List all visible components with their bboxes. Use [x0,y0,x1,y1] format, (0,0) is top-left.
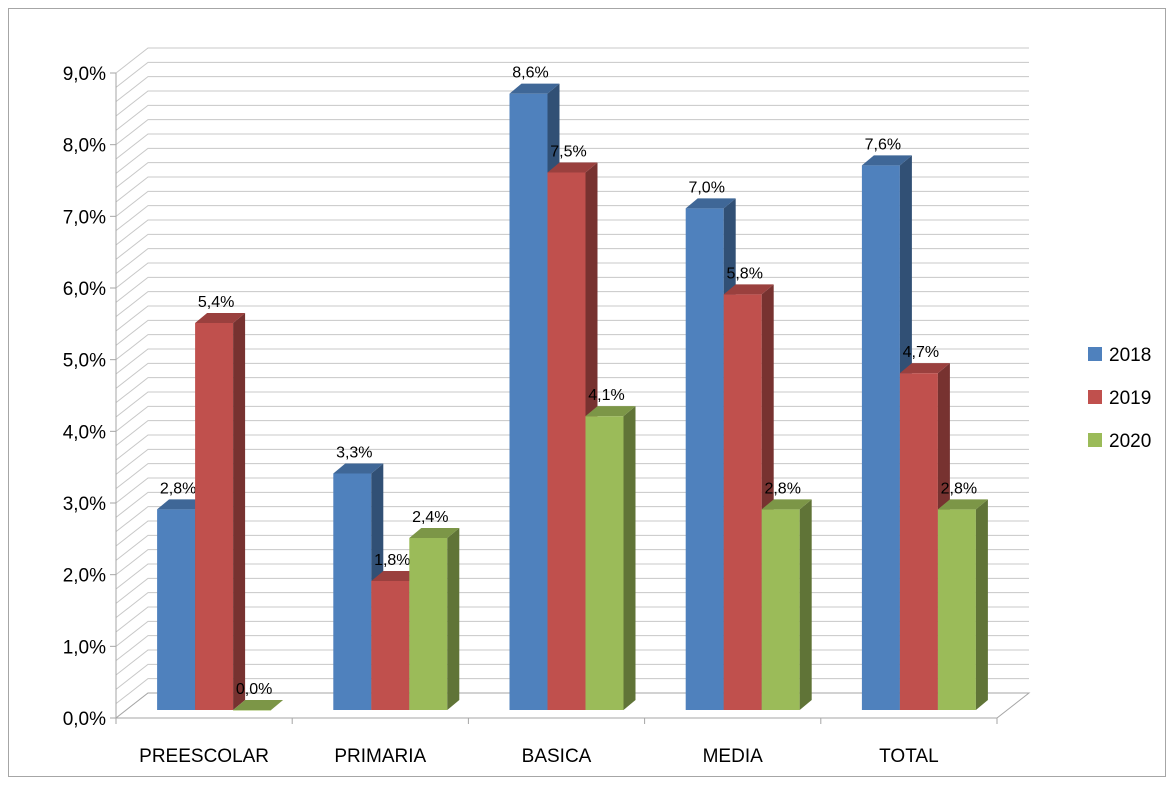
legend-label-2020: 2020 [1109,431,1151,452]
y-tick-label: 9,0% [63,64,106,85]
legend-swatch-2018 [1088,347,1102,361]
bar-side [233,313,246,710]
bar-2020-primaria [409,538,448,710]
bar-2020-total [937,509,976,710]
data-label: 5,8% [726,265,762,282]
bar-2020-preescolar [233,710,272,711]
legend-label-2019: 2019 [1109,388,1151,409]
data-label: 2,8% [764,480,800,497]
x-tick-label: PRIMARIA [334,746,426,767]
y-tick-label: 4,0% [63,422,106,443]
y-tick-label: 8,0% [63,136,106,157]
gridline [115,104,1029,131]
y-tick-label: 0,0% [63,709,106,730]
gridline [115,190,1029,217]
bar-top [685,198,736,209]
gridline [115,90,1029,117]
gridline [115,133,1029,160]
bar-2018-media [685,208,724,711]
bar-2018-primaria [333,473,372,710]
bar-side [623,406,636,710]
gridline [115,176,1029,203]
bar-top [547,162,598,173]
data-label: 2,8% [941,480,977,497]
y-tick-label: 1,0% [63,637,106,658]
gridline [115,47,1029,74]
legend-swatch-2020 [1088,433,1102,447]
data-label: 4,1% [588,387,624,404]
gridline [115,147,1029,174]
gridline [115,61,1029,88]
bar-top [409,528,460,538]
data-label: 7,5% [550,144,586,161]
y-tick-label: 3,0% [63,494,106,515]
bar-top [333,463,384,474]
y-tick-label: 7,0% [63,207,106,228]
x-tick-label: MEDIA [703,746,764,767]
bar-2019-preescolar [195,323,234,710]
bar-2018-preescolar [157,509,196,710]
gridline [115,162,1029,189]
data-label: 8,6% [512,65,548,82]
bar-2018-basica [509,93,548,710]
bar-top [723,284,774,295]
bar-side [799,499,812,710]
data-label: 2,8% [160,480,196,497]
data-label: 0,0% [236,681,272,698]
x-tick-label: BASICA [522,746,592,767]
bar-top [509,83,560,94]
y-tick-label: 5,0% [63,351,106,372]
x-tick-label: TOTAL [879,746,938,767]
x-tick-label: PREESCOLAR [139,746,269,767]
y-tick-label: 6,0% [63,279,106,300]
bar-2018-total [861,165,900,711]
bar-side [975,499,988,710]
bar-top [899,363,950,374]
bar-2019-basica [547,172,586,710]
bar-top [157,499,208,510]
bar-top [371,571,422,581]
data-label: 1,8% [374,552,410,569]
data-label: 4,7% [903,344,939,361]
bar-2019-primaria [371,581,410,710]
bar-top [761,499,812,510]
bar-top [233,700,284,710]
data-label: 7,0% [688,179,724,196]
bar-top [585,406,636,417]
bar-top [937,499,988,510]
legend-label-2018: 2018 [1109,345,1151,366]
gridline [115,76,1029,103]
bar-side [447,528,460,710]
gridline [115,119,1029,146]
bar-2020-media [761,509,800,710]
data-label: 7,6% [865,136,901,153]
legend-swatch-2019 [1088,390,1102,404]
bar-top [861,155,912,166]
y-tick-label: 2,0% [63,566,106,587]
data-label: 5,4% [198,294,234,311]
bar-2019-total [899,373,938,710]
data-label: 3,3% [336,445,372,462]
bar-top [195,313,246,323]
bar-2020-basica [585,416,624,710]
bar-2019-media [723,294,762,710]
data-label: 2,4% [412,509,448,526]
